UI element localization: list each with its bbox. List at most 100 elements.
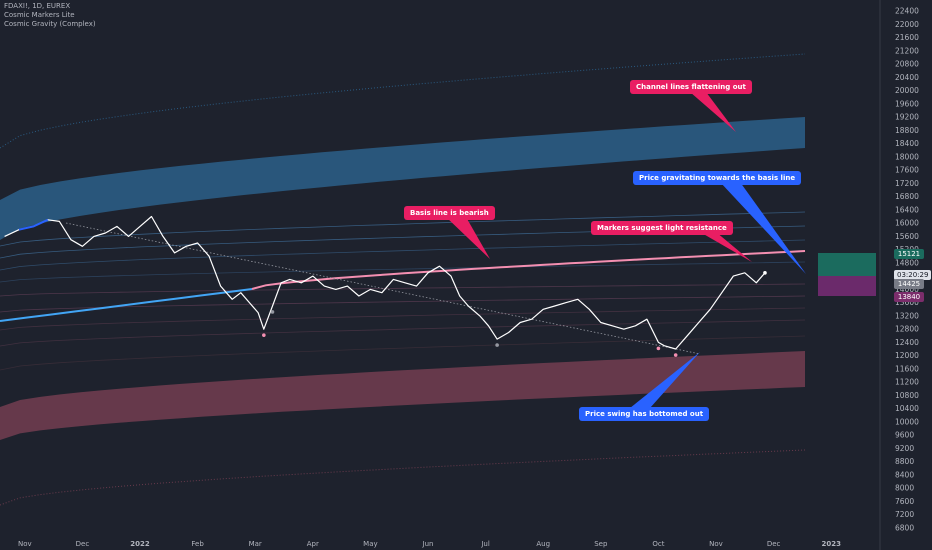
y-tick-label: 7200: [895, 510, 914, 519]
pointer-basis: [446, 217, 490, 259]
last-price-point: [763, 271, 767, 275]
price-tag-lower: 13840: [894, 292, 924, 302]
y-tick-label: 7600: [895, 497, 914, 506]
y-tick-label: 17600: [895, 166, 919, 175]
x-tick-label: Dec: [76, 540, 90, 548]
y-tick-label: 16800: [895, 192, 919, 201]
y-tick-label: 12000: [895, 351, 919, 360]
price-tag-last: 14425: [894, 279, 924, 289]
x-tick-label: Apr: [307, 540, 319, 548]
x-tick-label: 2022: [130, 540, 150, 548]
trend-dotted-line: [65, 222, 701, 355]
pointer-bottomed: [630, 352, 700, 408]
time-axis[interactable]: Nov Dec 2022 Feb Mar Apr May Jun Jul Aug Sep Oct Nov…: [18, 540, 841, 548]
channel-guide-line: [0, 319, 806, 347]
price-tag-countdown: 03:20:29: [894, 270, 932, 280]
y-tick-label: 20400: [895, 73, 919, 82]
y-tick-label: 9200: [895, 444, 914, 453]
y-tick-label: 22400: [895, 7, 919, 16]
y-tick-label: 21200: [895, 46, 919, 55]
x-tick-label: Jul: [480, 540, 490, 548]
y-tick-label: 18400: [895, 139, 919, 148]
pointer-markers: [700, 232, 752, 262]
x-tick-label: Sep: [594, 540, 608, 548]
y-tick-label: 19600: [895, 99, 919, 108]
y-tick-label: 17200: [895, 179, 919, 188]
x-tick-label: Dec: [767, 540, 781, 548]
channel-guide-line: [0, 307, 806, 331]
y-tick-label: 13200: [895, 311, 919, 320]
y-tick-label: 12400: [895, 338, 919, 347]
channel-guide-line: [0, 295, 806, 313]
cosmic-marker: [656, 346, 661, 351]
y-tick-label: 14800: [895, 258, 919, 267]
y-tick-label: 20800: [895, 60, 919, 69]
annotation-basis: Basis line is bearish: [404, 206, 495, 220]
basis-line-blue-segment: [0, 288, 253, 322]
projection-box-lower: [818, 276, 876, 296]
outer-lower-dotted-line: [0, 449, 806, 506]
y-tick-label: 16000: [895, 219, 919, 228]
y-tick-label: 16400: [895, 205, 919, 214]
channel-guide-line: [0, 211, 806, 247]
y-tick-label: 22000: [895, 20, 919, 29]
pointer-gravitating: [720, 182, 806, 274]
y-tick-label: 11600: [895, 364, 919, 373]
basis-line: [251, 250, 806, 290]
y-tick-label: 21600: [895, 33, 919, 42]
x-tick-label: 2023: [821, 540, 841, 548]
price-highlight-segment: [18, 218, 49, 231]
cosmic-marker: [270, 310, 275, 314]
x-tick-label: Oct: [652, 540, 664, 548]
channel-guide-line: [0, 335, 806, 371]
legend-symbol[interactable]: FDAXI!, 1D, EUREX: [4, 2, 71, 10]
x-tick-label: Feb: [191, 540, 204, 548]
y-tick-label: 20000: [895, 86, 919, 95]
y-tick-label: 14000: [895, 285, 919, 294]
x-tick-label: Mar: [249, 540, 262, 548]
x-tick-label: Nov: [709, 540, 723, 548]
upper-channel-band: [0, 117, 805, 240]
y-tick-label: 15600: [895, 232, 919, 241]
cosmic-marker: [495, 343, 499, 347]
channel-guide-line: [0, 283, 806, 297]
price-line: [4, 215, 766, 350]
chart-legend: FDAXI!, 1D, EUREX Cosmic Markers Lite Co…: [4, 2, 96, 29]
pointer-channel: [690, 92, 736, 132]
y-tick-label: 18000: [895, 152, 919, 161]
price-tag-upper: 15121: [894, 249, 924, 259]
y-tick-label: 8400: [895, 470, 914, 479]
y-tick-label: 19200: [895, 113, 919, 122]
channel-bands: [0, 53, 876, 506]
channel-guide-line: [0, 261, 806, 283]
projection-box-upper: [818, 253, 876, 276]
y-tick-label: 10000: [895, 417, 919, 426]
x-tick-label: Aug: [536, 540, 550, 548]
y-tick-label: 13600: [895, 298, 919, 307]
y-tick-label: 18800: [895, 126, 919, 135]
price-series: [4, 215, 767, 357]
y-tick-label: 6800: [895, 524, 914, 533]
outer-upper-dotted-line: [0, 53, 806, 149]
x-tick-label: Jun: [422, 540, 434, 548]
y-tick-label: 8800: [895, 457, 914, 466]
legend-indicator-markers[interactable]: Cosmic Markers Lite: [4, 11, 75, 19]
annotation-pointers: [446, 92, 806, 408]
y-tick-label: 12800: [895, 325, 919, 334]
y-tick-label: 8000: [895, 484, 914, 493]
cosmic-marker: [673, 353, 678, 357]
annotation-gravitating: Price gravitating towards the basis line: [633, 171, 802, 185]
lower-channel-band: [0, 351, 805, 440]
annotation-markers: Markers suggest light resistance: [591, 221, 733, 235]
x-tick-label: Nov: [18, 540, 32, 548]
annotation-channel: Channel lines flattening out: [630, 80, 752, 94]
price-axis[interactable]: 22400 22000 21600 21200 20800 20400 20000 19600…: [879, 0, 919, 550]
y-tick-label: 10800: [895, 391, 919, 400]
channel-guide-line: [0, 239, 806, 271]
cosmic-marker: [262, 333, 266, 337]
legend-indicator-gravity[interactable]: Cosmic Gravity (Complex): [4, 20, 96, 28]
annotation-bottomed: Price swing has bottomed out: [579, 407, 710, 421]
y-tick-label: 11200: [895, 378, 919, 387]
y-tick-label: 10400: [895, 404, 919, 413]
